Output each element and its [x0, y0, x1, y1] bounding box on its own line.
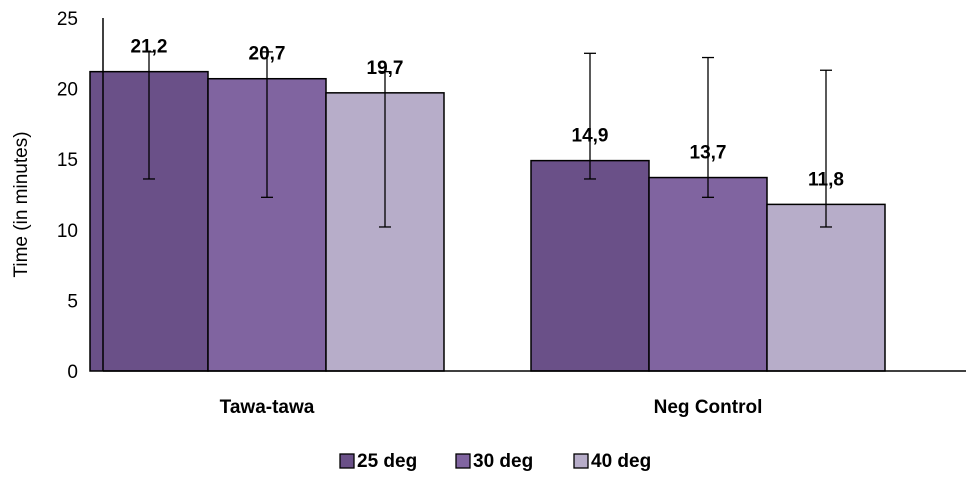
category-label: Neg Control — [654, 397, 763, 418]
category-label: Tawa-tawa — [220, 397, 315, 418]
legend-swatch — [339, 453, 355, 469]
legend: 25 deg 30 deg 40 deg — [339, 451, 651, 472]
axis-layer — [102, 18, 966, 372]
y-axis-title: Time (in minutes) — [11, 131, 32, 277]
data-label: 14,9 — [572, 126, 609, 147]
y-tick-label: 25 — [57, 9, 78, 30]
legend-label: 40 deg — [591, 451, 651, 472]
legend-swatch — [455, 453, 471, 469]
category-labels: Tawa-tawa Neg Control — [220, 397, 763, 418]
error-bars-layer — [143, 51, 832, 228]
data-label: 13,7 — [690, 143, 727, 164]
y-tick-label: 15 — [57, 150, 78, 171]
y-tick-label: 20 — [57, 80, 78, 101]
data-labels-layer: 21,2 20,7 19,7 14,9 13,7 11,8 — [131, 37, 844, 191]
y-tick-label: 5 — [67, 291, 78, 312]
legend-label: 30 deg — [473, 451, 533, 472]
y-tick-label: 0 — [67, 362, 78, 383]
data-label: 21,2 — [131, 37, 168, 58]
data-label: 19,7 — [367, 58, 404, 79]
legend-label: 25 deg — [357, 451, 417, 472]
y-tick-labels: 0 5 10 15 20 25 — [57, 9, 78, 383]
bar — [648, 176, 768, 372]
data-label: 11,8 — [808, 169, 844, 190]
y-tick-label: 10 — [57, 221, 78, 242]
bar — [766, 203, 886, 372]
bar — [530, 159, 650, 372]
bars-layer — [89, 70, 886, 372]
data-label: 20,7 — [249, 44, 286, 65]
legend-swatch — [573, 453, 589, 469]
